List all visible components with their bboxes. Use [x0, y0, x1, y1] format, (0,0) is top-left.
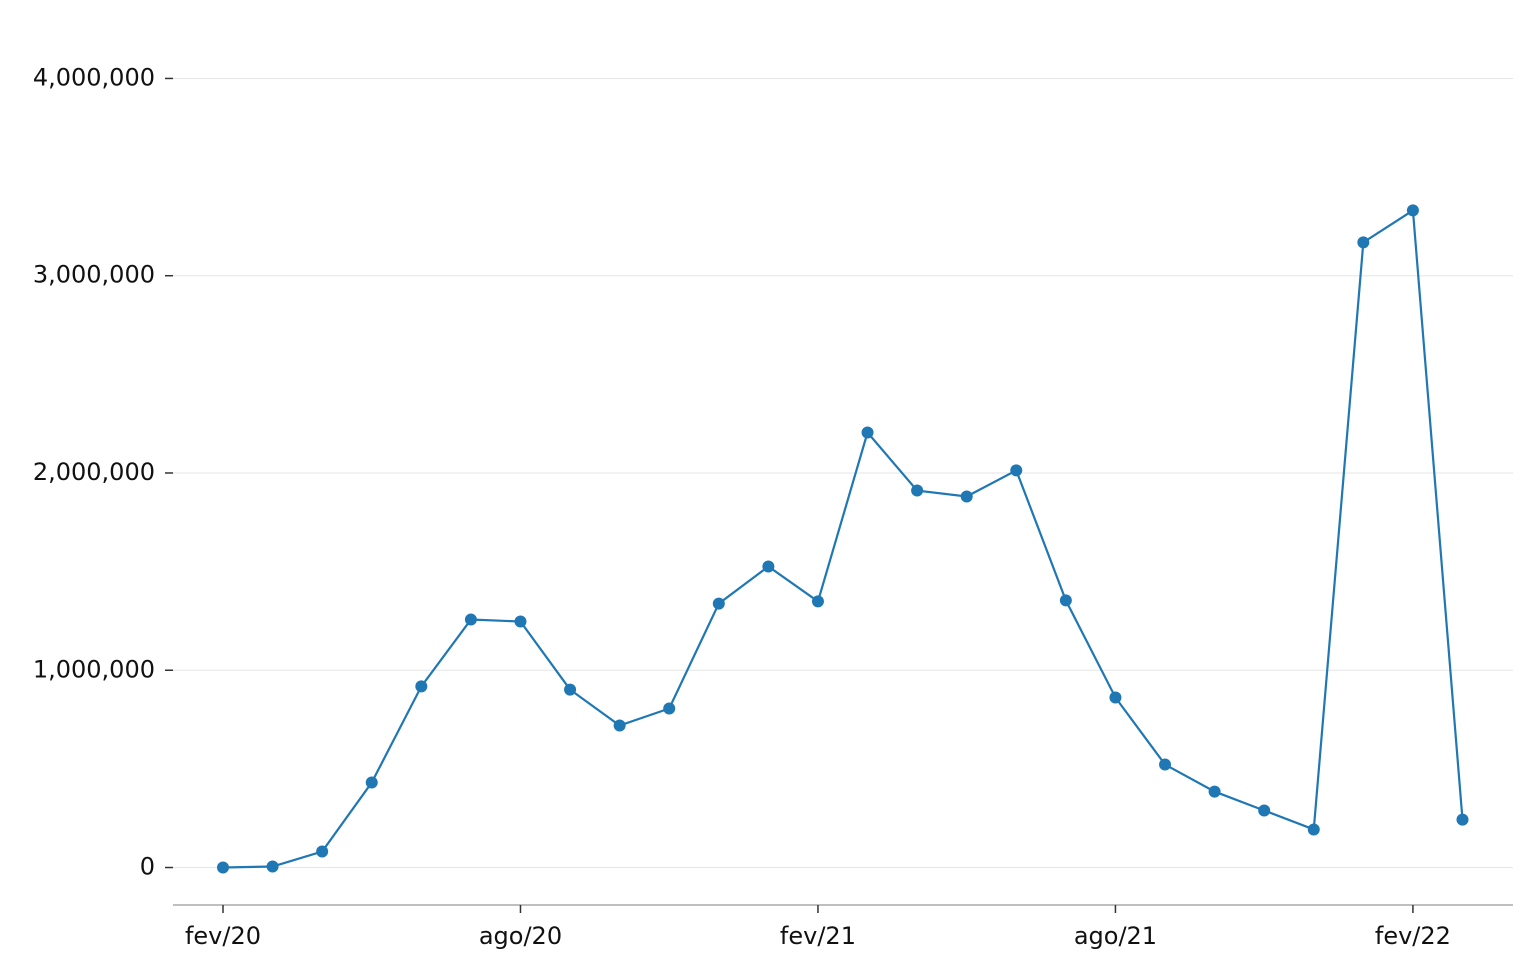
marker [712, 597, 725, 610]
marker [1059, 594, 1072, 607]
y-tick-label: 0 [140, 853, 155, 881]
marker [1010, 464, 1023, 477]
x-tick-label: fev/22 [1375, 922, 1451, 950]
marker [1406, 204, 1419, 217]
y-tick-label: 4,000,000 [33, 63, 155, 91]
x-tick-label: ago/20 [479, 922, 562, 950]
marker [415, 680, 428, 693]
marker [1258, 804, 1271, 817]
marker [266, 860, 279, 873]
marker [613, 719, 626, 732]
y-tick-label: 3,000,000 [33, 261, 155, 289]
marker [514, 615, 527, 628]
marker [464, 613, 477, 626]
marker [861, 426, 874, 439]
marker [564, 683, 577, 696]
y-tick-label: 2,000,000 [33, 458, 155, 486]
marker [1307, 823, 1320, 836]
marker [1159, 758, 1172, 771]
line [222, 208, 1464, 869]
marker [911, 484, 924, 497]
marker [811, 595, 824, 608]
marker [217, 861, 229, 874]
marker [663, 702, 676, 715]
x-tick-label: fev/21 [780, 922, 856, 950]
marker [1357, 236, 1370, 249]
x-tick-label: ago/21 [1074, 922, 1157, 950]
marker [365, 776, 378, 789]
marker [1456, 813, 1469, 826]
marker [960, 490, 973, 503]
y-tick-label: 1,000,000 [33, 655, 155, 683]
marker [1109, 691, 1122, 704]
marker [316, 845, 329, 858]
marker [762, 560, 775, 573]
x-tick-label: fev/20 [185, 922, 261, 950]
marker [1208, 785, 1221, 798]
